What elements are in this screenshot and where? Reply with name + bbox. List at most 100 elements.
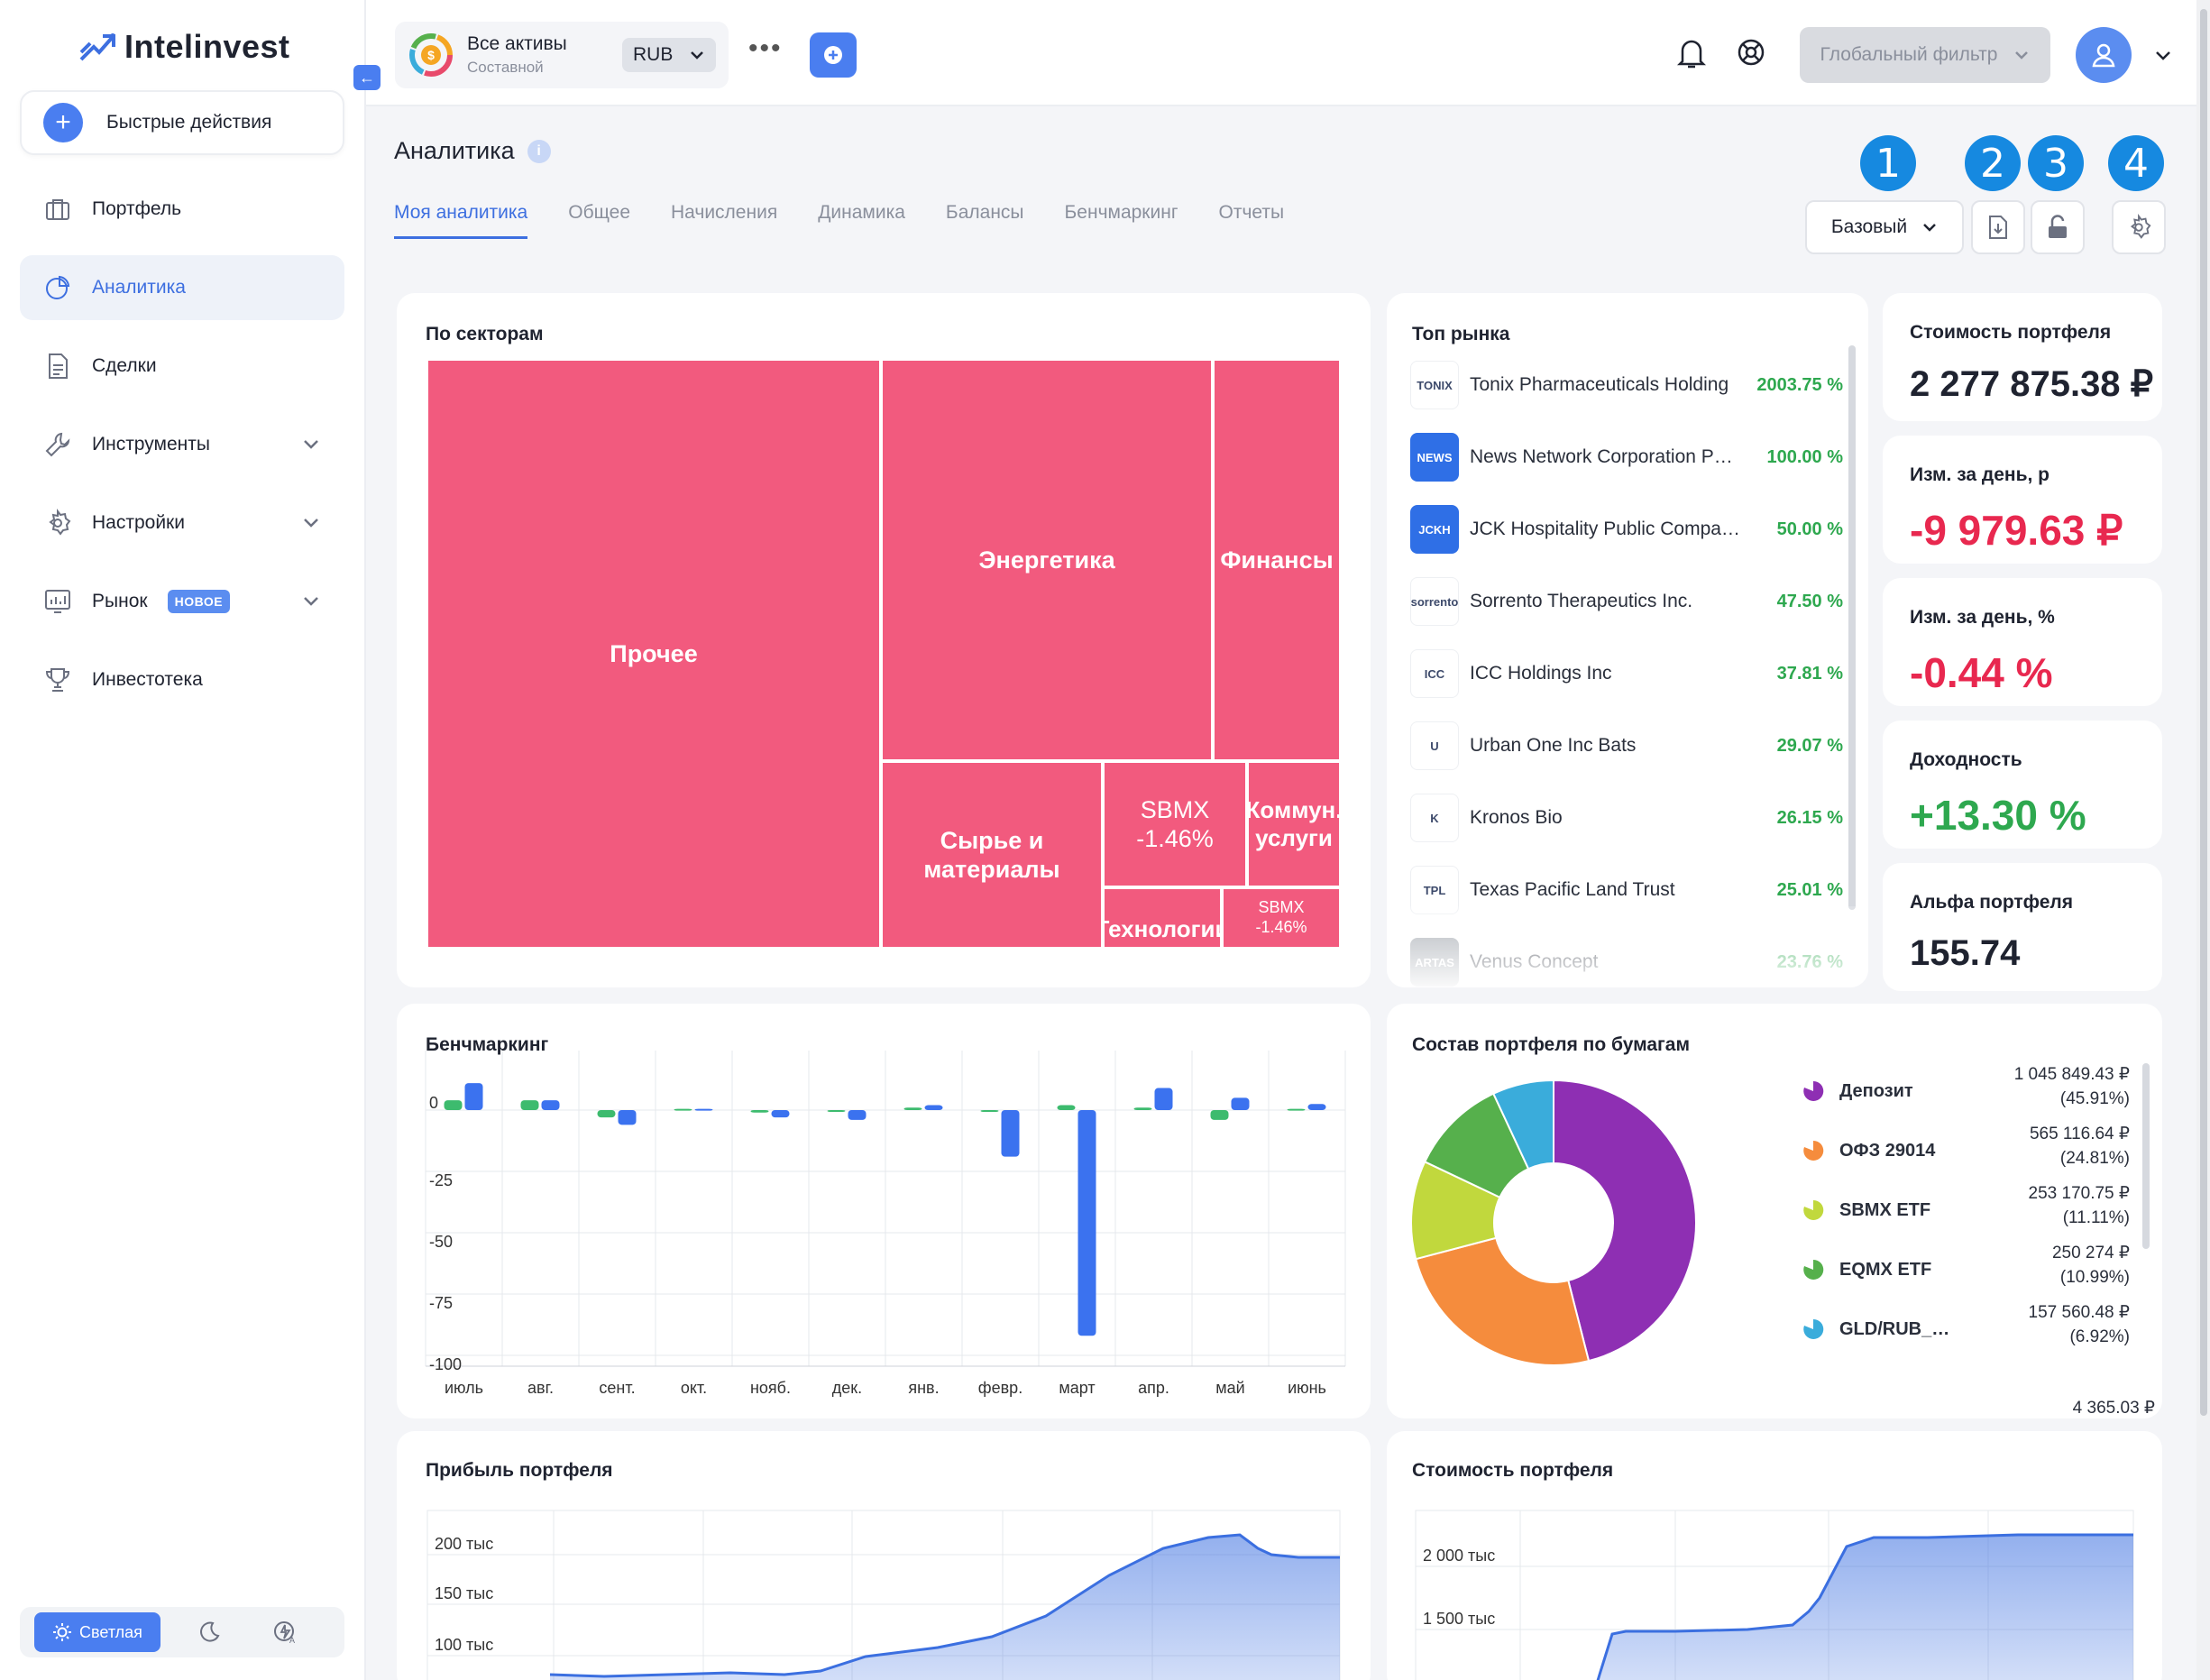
treemap-cell[interactable]: Финансы: [1213, 359, 1341, 761]
quick-actions-label: Быстрые действия: [106, 112, 272, 133]
bar[interactable]: [597, 1110, 616, 1118]
global-filter-button[interactable]: Глобальный фильтр: [1800, 27, 2050, 83]
arrow-left-icon: ←: [359, 68, 375, 87]
bar[interactable]: [980, 1110, 999, 1112]
bar[interactable]: [520, 1100, 539, 1110]
kpi-label: Доходность: [1910, 749, 2022, 770]
treemap-cell[interactable]: SBMX -1.46%: [1222, 887, 1341, 949]
kpi-value: +13.30 %: [1910, 792, 2086, 839]
bar[interactable]: [1210, 1110, 1229, 1120]
notifications-icon[interactable]: [1675, 36, 1708, 75]
bar[interactable]: [827, 1110, 846, 1112]
sidebar-item-tools[interactable]: Инструменты: [20, 412, 344, 477]
sidebar-item-investoteka[interactable]: Инвестотека: [20, 647, 344, 712]
export-button[interactable]: [1971, 200, 2025, 254]
tab-dynamics[interactable]: Динамика: [818, 202, 905, 223]
bar[interactable]: [444, 1100, 463, 1110]
logo-icon: [79, 33, 115, 61]
bar[interactable]: [541, 1100, 560, 1110]
legend-item[interactable]: GLD/RUB_… 157 560.48 ₽ (6.92%): [1802, 1301, 2162, 1359]
donut-slice[interactable]: [1553, 1079, 1697, 1363]
top-market-item[interactable]: U Urban One Inc Bats 29.07 %: [1410, 721, 1843, 771]
scrollbar[interactable]: [1848, 345, 1856, 910]
area-line[interactable]: [1594, 1533, 2133, 1680]
tab-reports[interactable]: Отчеты: [1218, 202, 1285, 223]
top-market-item[interactable]: ICC ICC Holdings Inc 37.81 %: [1410, 648, 1843, 699]
treemap-cell[interactable]: Технологии: [1103, 887, 1222, 949]
bar[interactable]: [1287, 1108, 1306, 1111]
settings-button[interactable]: [2112, 200, 2166, 254]
page-scrollbar-thumb[interactable]: [2200, 9, 2207, 1416]
legend-item[interactable]: Депозит 1 045 849.43 ₽ (45.91%): [1802, 1063, 2162, 1121]
add-portfolio-button[interactable]: [810, 32, 857, 78]
bar[interactable]: [464, 1083, 483, 1110]
bar[interactable]: [903, 1107, 922, 1110]
chevron-down-icon[interactable]: [301, 591, 321, 610]
bar[interactable]: [848, 1110, 867, 1120]
bar[interactable]: [1057, 1105, 1076, 1110]
help-lifebuoy-icon[interactable]: [1735, 36, 1767, 73]
sidebar-item-portfolio[interactable]: Портфель: [20, 177, 344, 242]
top-market-item[interactable]: NEWS News Network Corporation P… 100.00 %: [1410, 432, 1843, 482]
collapse-sidebar-button[interactable]: ←: [353, 65, 381, 90]
quick-actions-button[interactable]: + Быстрые действия: [20, 90, 344, 155]
bar[interactable]: [1307, 1104, 1326, 1110]
trophy-icon: [45, 668, 70, 692]
tab-benchmarking[interactable]: Бенчмаркинг: [1064, 202, 1178, 223]
sidebar-item-deals[interactable]: Сделки: [20, 334, 344, 399]
chevron-down-icon[interactable]: [301, 434, 321, 454]
currency-select[interactable]: RUB: [622, 38, 716, 72]
sidebar-item-market[interactable]: Рынок НОВОЕ: [20, 569, 344, 634]
lock-button[interactable]: [2031, 200, 2085, 254]
app-logo[interactable]: Intelinvest: [79, 25, 290, 69]
treemap-cell[interactable]: Энергетика: [881, 359, 1213, 761]
chevron-down-icon[interactable]: [301, 512, 321, 532]
bar[interactable]: [694, 1108, 713, 1111]
donut-slice[interactable]: [1491, 1079, 1554, 1170]
info-icon[interactable]: i: [527, 139, 551, 163]
bar[interactable]: [1077, 1110, 1096, 1336]
bar[interactable]: [924, 1105, 943, 1110]
avatar[interactable]: [2076, 27, 2132, 83]
tab-accruals[interactable]: Начисления: [671, 202, 778, 223]
tab-general[interactable]: Общее: [568, 202, 630, 223]
theme-light-button[interactable]: Светлая: [34, 1612, 160, 1652]
bar[interactable]: [1231, 1097, 1250, 1110]
theme-auto-button[interactable]: A: [258, 1619, 312, 1646]
y-tick-label: 0: [429, 1094, 438, 1112]
card-title: Состав портфеля по бумагам: [1412, 1034, 1690, 1055]
bar[interactable]: [1133, 1107, 1152, 1110]
bar[interactable]: [771, 1110, 790, 1118]
treemap-cell[interactable]: Прочее: [426, 359, 881, 949]
donut-slice[interactable]: [1414, 1236, 1591, 1366]
area-line[interactable]: [549, 1533, 1340, 1678]
legend-item[interactable]: ОФЗ 29014 565 116.64 ₽ (24.81%): [1802, 1123, 2162, 1180]
treemap-cell[interactable]: SBMX -1.46%: [1103, 761, 1247, 887]
treemap-cell[interactable]: Сырье и материалы: [881, 761, 1103, 949]
bar[interactable]: [618, 1110, 637, 1125]
bar[interactable]: [1001, 1110, 1020, 1157]
kpi-card: Стоимость портфеля 2 277 875.38 ₽: [1883, 293, 2162, 421]
tab-balances[interactable]: Балансы: [945, 202, 1024, 223]
sidebar-item-settings[interactable]: Настройки: [20, 491, 344, 555]
sidebar-item-analytics[interactable]: Аналитика: [20, 255, 344, 320]
bar[interactable]: [674, 1108, 692, 1111]
kpi-value: -9 979.63 ₽: [1910, 507, 2123, 554]
legend-item[interactable]: SBMX ETF 253 170.75 ₽ (11.11%): [1802, 1182, 2162, 1240]
company-name: Sorrento Therapeutics Inc.: [1470, 591, 1693, 611]
legend-item[interactable]: EQMX ETF 250 274 ₽ (10.99%): [1802, 1242, 2162, 1299]
top-market-item[interactable]: JCKH JCK Hospitality Public Compa… 50.00 %: [1410, 504, 1843, 555]
portfolio-selector[interactable]: $ Все активы Составной RUB: [395, 22, 729, 88]
preset-select[interactable]: Базовый: [1805, 200, 1964, 254]
top-market-item[interactable]: TONIX Tonix Pharmaceuticals Holding 2003.7…: [1410, 360, 1843, 410]
scrollbar[interactable]: [2142, 1063, 2150, 1249]
top-market-item[interactable]: sorrento Sorrento Therapeutics Inc. 47.50 …: [1410, 576, 1843, 627]
top-market-item[interactable]: K Kronos Bio 26.15 %: [1410, 793, 1843, 843]
more-options-icon[interactable]: •••: [748, 33, 783, 63]
theme-dark-button[interactable]: [182, 1620, 236, 1644]
bar[interactable]: [1154, 1088, 1173, 1110]
tab-my-analytics[interactable]: Моя аналитика: [394, 202, 528, 239]
bar[interactable]: [750, 1110, 769, 1113]
treemap-cell[interactable]: Коммун. услуги: [1247, 761, 1341, 887]
user-menu-chevron-icon[interactable]: [2153, 45, 2173, 69]
